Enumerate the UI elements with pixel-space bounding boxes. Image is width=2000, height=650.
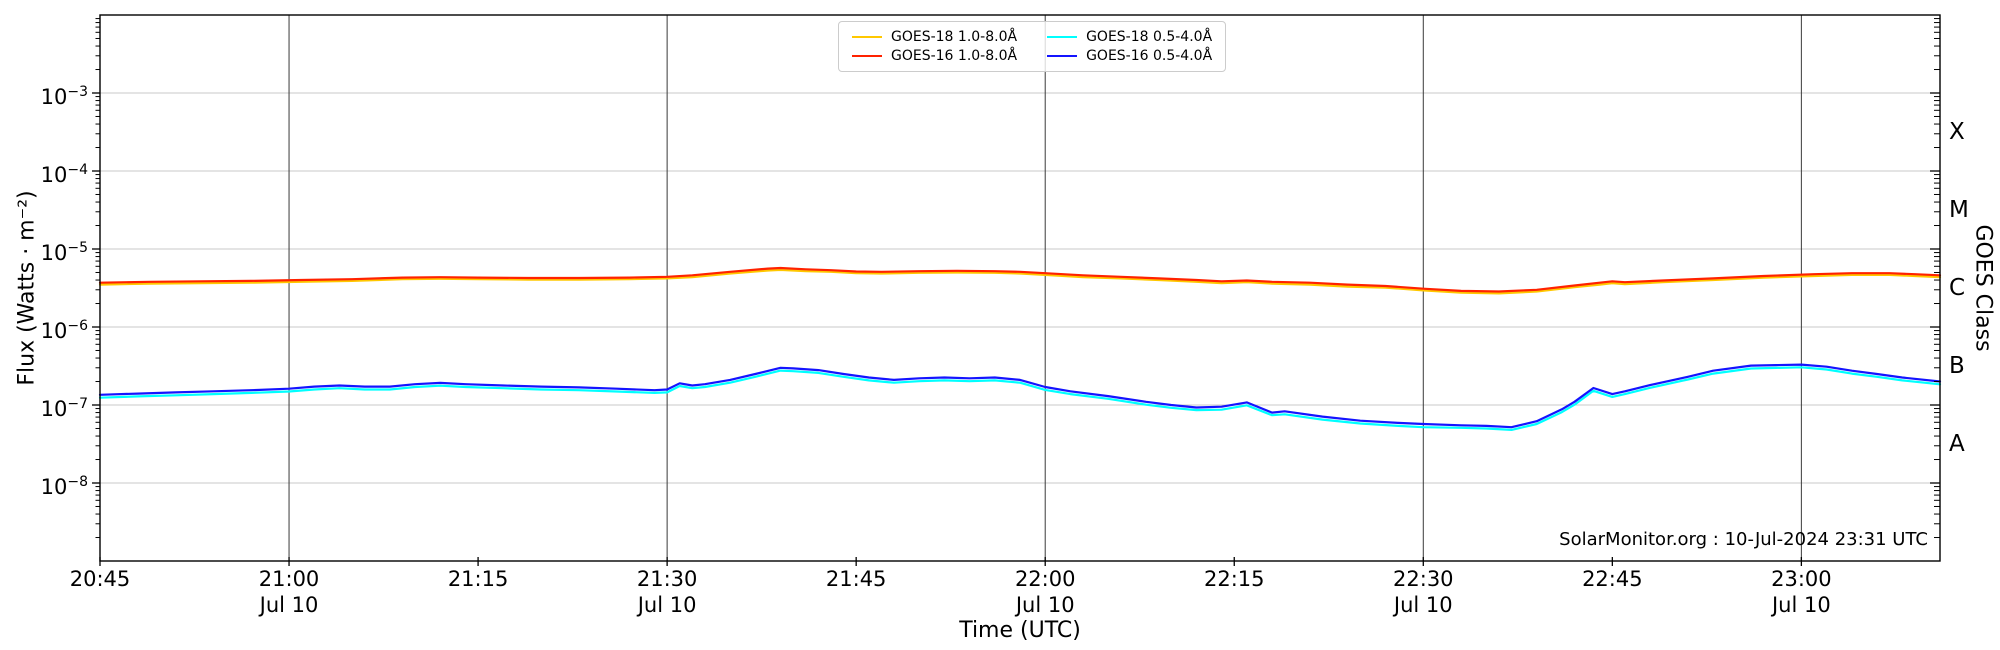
- legend-item-goes18-long: GOES-18 1.0-8.0Å: [852, 29, 1017, 45]
- goes-class-letter: X: [1949, 119, 1965, 145]
- y-tick-label: 10−6: [40, 318, 88, 343]
- y-tick-label: 10−8: [40, 474, 88, 499]
- goes-class-letter: C: [1949, 275, 1966, 301]
- y-tick-label: 10−5: [40, 240, 88, 265]
- y-axis-title: Flux (Watts · m⁻²): [14, 190, 40, 386]
- legend-label: GOES-18 1.0-8.0Å: [891, 29, 1018, 45]
- x-tick-label: 22:15: [1203, 567, 1265, 591]
- legend-line-swatch-goes18-short: [1047, 36, 1078, 38]
- x-tick-date-sublabel: Jul 10: [259, 593, 319, 617]
- x-axis-title: Time (UTC): [959, 618, 1081, 643]
- x-tick-date-sublabel: Jul 10: [1771, 593, 1831, 617]
- x-tick-label: 22:30: [1393, 567, 1454, 591]
- legend-line-swatch-goes16-short: [1047, 55, 1078, 57]
- x-tick-label: 21:30: [636, 567, 698, 591]
- x-tick-label: 23:00: [1771, 567, 1832, 591]
- legend-line-swatch-goes16-long: [852, 55, 882, 57]
- x-tick-label: 21:15: [447, 567, 509, 591]
- watermark-text: SolarMonitor.org : 10-Jul-2024 23:31 UTC: [1559, 529, 1928, 550]
- x-tick-label: 21:00: [258, 567, 320, 591]
- x-tick-label: 21:45: [825, 567, 887, 591]
- legend-item-goes16-short: GOES-16 0.5-4.0Å: [1047, 48, 1212, 64]
- legend-item-goes16-long: GOES-16 1.0-8.0Å: [852, 48, 1017, 64]
- y-tick-label: 10−3: [40, 84, 88, 109]
- legend-item-goes18-short: GOES-18 0.5-4.0Å: [1047, 29, 1212, 45]
- legend-label: GOES-18 0.5-4.0Å: [1086, 29, 1213, 45]
- goes-class-letter: A: [1949, 431, 1965, 457]
- goes-class-letter: M: [1949, 197, 1969, 223]
- legend-label: GOES-16 0.5-4.0Å: [1086, 48, 1213, 64]
- goes-class-letter: B: [1949, 353, 1965, 379]
- x-tick-label: 22:45: [1582, 567, 1643, 591]
- legend: GOES-18 1.0-8.0Å GOES-16 1.0-8.0Å GOES-1…: [838, 21, 1227, 72]
- right-axis-title: GOES Class: [1970, 224, 1996, 352]
- y-tick-label: 10−4: [40, 162, 88, 187]
- x-tick-date-sublabel: Jul 10: [1393, 593, 1453, 617]
- x-tick-label: 20:45: [69, 567, 131, 591]
- y-tick-label: 10−7: [40, 396, 88, 421]
- x-tick-date-sublabel: Jul 10: [637, 593, 697, 617]
- legend-label: GOES-16 1.0-8.0Å: [891, 48, 1018, 64]
- x-tick-label: 22:00: [1014, 567, 1076, 591]
- x-tick-date-sublabel: Jul 10: [1015, 593, 1075, 617]
- legend-line-swatch-goes18-long: [852, 36, 882, 38]
